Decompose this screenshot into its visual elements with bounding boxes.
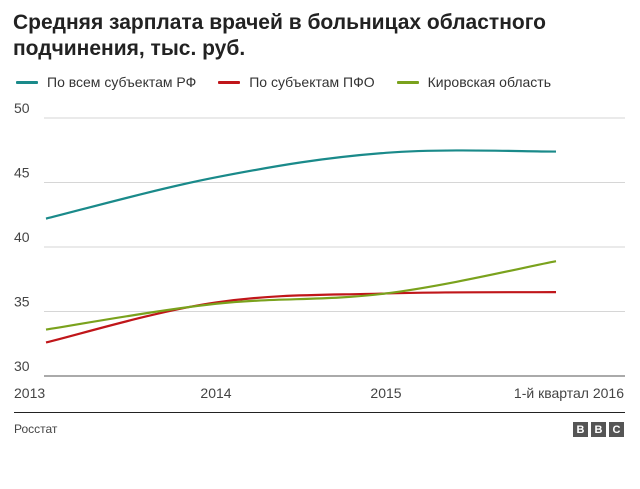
series-line-rf [45, 149, 557, 220]
bbc-logo-letter: B [591, 422, 606, 437]
legend-label-pfo: По субъектам ПФО [249, 74, 375, 90]
grid-layer: 30 35 40 45 50 [14, 100, 625, 377]
y-tick-label: 50 [14, 100, 30, 116]
line-chart: 30 35 40 45 50 2013 2014 2015 1-й квартал 2016 [14, 100, 625, 401]
legend-swatch-pfo [218, 80, 241, 84]
chart-legend: По всем субъектам РФ По субъектам ПФО Ки… [16, 72, 573, 92]
line-layer [45, 149, 557, 344]
legend-label-kirov: Кировская область [427, 74, 552, 90]
legend-item-kirov: Кировская область [396, 74, 552, 90]
chart-title: Средняя зарплата врачей в больницах обла… [13, 11, 546, 60]
legend-item-pfo: По субъектам ПФО [218, 74, 375, 90]
y-tick-label: 30 [14, 358, 30, 374]
series-line-kirov [45, 260, 557, 331]
bbc-logo-letter: C [609, 422, 624, 437]
y-tick-label: 40 [14, 229, 30, 245]
y-tick-label: 35 [14, 294, 30, 310]
legend-swatch-kirov [396, 80, 419, 84]
y-tick-label: 45 [14, 165, 30, 181]
bbc-logo: B B C [570, 422, 624, 437]
series-line-pfo [45, 291, 557, 344]
bbc-logo-letter: B [573, 422, 588, 437]
source-label: Росстат [14, 422, 58, 436]
x-axis-labels: 2013 2014 2015 1-й квартал 2016 [14, 385, 624, 401]
x-tick-label: 2014 [200, 385, 231, 401]
legend-swatch-rf [16, 80, 38, 84]
legend-label-rf: По всем субъектам РФ [47, 74, 197, 90]
x-tick-label: 2013 [14, 385, 45, 401]
legend-item-rf: По всем субъектам РФ [16, 74, 196, 90]
x-tick-label: 2015 [370, 385, 401, 401]
x-tick-label: 1-й квартал 2016 [514, 385, 624, 401]
footer-divider [14, 412, 625, 413]
